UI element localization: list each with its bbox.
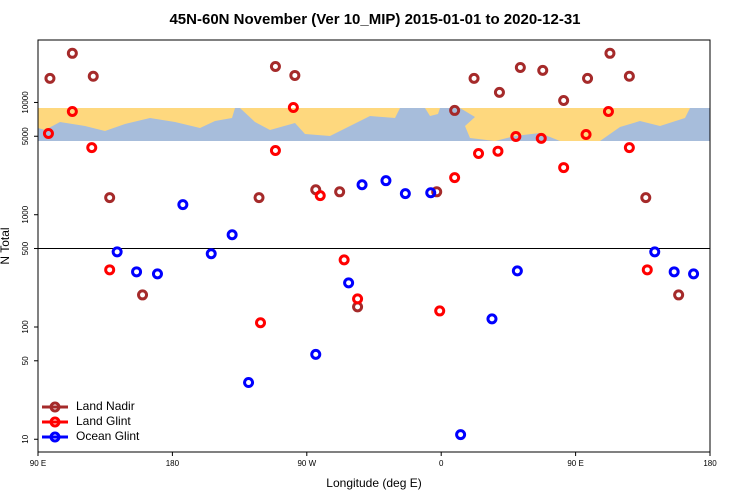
legend-label: Land Glint (76, 414, 131, 428)
x-tick-label: 90 W (297, 459, 316, 468)
y-tick-label: 100 (21, 320, 30, 334)
plot-frame (37, 39, 711, 453)
data-point (151, 268, 163, 280)
data-point (640, 192, 652, 204)
data-point (623, 70, 635, 82)
data-point (668, 266, 680, 278)
data-point (623, 142, 635, 154)
legend-marker (49, 416, 61, 428)
data-point (673, 289, 685, 301)
data-point (537, 64, 549, 76)
data-point (104, 192, 116, 204)
data-point (468, 72, 480, 84)
y-tick-label: 5000 (21, 127, 30, 145)
data-point (602, 105, 614, 117)
data-point (111, 246, 123, 258)
x-tick-label: 180 (703, 459, 717, 468)
data-point (434, 305, 446, 317)
data-point (449, 104, 461, 116)
data-point (269, 145, 281, 157)
data-point (431, 186, 443, 198)
legend-marker (49, 431, 61, 443)
data-point (226, 229, 238, 241)
x-tick-label: 0 (439, 459, 444, 468)
data-point (137, 289, 149, 301)
data-point (641, 264, 653, 276)
data-point (310, 348, 322, 360)
data-point (205, 248, 217, 260)
data-point (314, 190, 326, 202)
y-tick-label: 500 (21, 241, 30, 255)
data-point (380, 175, 392, 187)
data-point (66, 47, 78, 59)
data-point (582, 72, 594, 84)
data-point (510, 131, 522, 143)
data-point (449, 172, 461, 184)
x-tick-label: 90 E (30, 459, 46, 468)
data-point (356, 179, 368, 191)
legend-label: Ocean Glint (76, 429, 140, 443)
data-point (104, 264, 116, 276)
legend-label: Land Nadir (76, 399, 135, 413)
data-point (511, 265, 523, 277)
data-point (492, 145, 504, 157)
data-point (514, 61, 526, 73)
chart-title: 45N-60N November (Ver 10_MIP) 2015-01-01… (169, 11, 580, 28)
data-point (343, 277, 355, 289)
y-tick-label: 10 (21, 434, 30, 443)
data-point (86, 142, 98, 154)
data-point (649, 246, 661, 258)
data-point (455, 429, 467, 441)
x-axis-label: Longitude (deg E) (326, 476, 421, 490)
legend-marker (49, 401, 61, 413)
map-band (38, 108, 710, 141)
data-point (425, 187, 437, 199)
data-point (352, 293, 364, 305)
data-point (44, 72, 56, 84)
y-tick-label: 10000 (21, 91, 30, 114)
data-point (289, 69, 301, 81)
data-point (338, 254, 350, 266)
data-point (269, 61, 281, 73)
data-point (131, 266, 143, 278)
data-point (287, 101, 299, 113)
data-point (253, 192, 265, 204)
y-axis-label: N Total (0, 227, 12, 264)
data-point (580, 129, 592, 141)
data-point (473, 148, 485, 160)
data-point (243, 377, 255, 389)
data-point (255, 317, 267, 329)
data-point (493, 86, 505, 98)
data-point (558, 162, 570, 174)
data-point (42, 128, 54, 140)
y-tick-label: 50 (21, 356, 30, 365)
data-point (399, 188, 411, 200)
x-tick-label: 180 (166, 459, 180, 468)
data-point (177, 199, 189, 211)
y-tick-label: 1000 (21, 205, 30, 223)
data-point (688, 268, 700, 280)
data-point (66, 105, 78, 117)
x-tick-label: 90 E (567, 459, 583, 468)
data-point (604, 47, 616, 59)
data-point (334, 186, 346, 198)
data-point (486, 313, 498, 325)
data-point (535, 132, 547, 144)
data-point (558, 95, 570, 107)
data-point (87, 70, 99, 82)
